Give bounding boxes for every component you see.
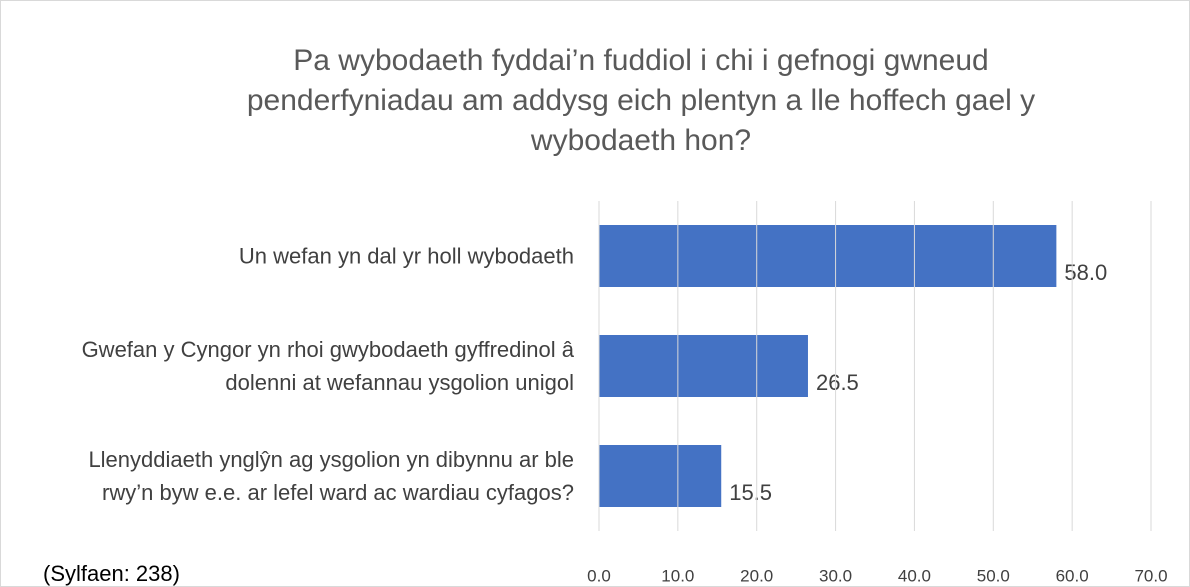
category-label: Llenyddiaeth ynglŷn ag ysgolion yn dibyn…	[88, 447, 574, 505]
bar	[599, 225, 1057, 287]
chart-title: Pa wybodaeth fyddai’n fuddiol i chi i ge…	[246, 44, 1036, 157]
x-tick-label: 20.0	[740, 566, 773, 585]
note: (Sylfaen: 238)	[43, 561, 180, 586]
bar	[599, 335, 808, 397]
category-label: Un wefan yn dal yr holl wybodaeth	[238, 243, 574, 269]
x-tick-label: 10.0	[661, 566, 694, 585]
x-tick-label: 50.0	[977, 566, 1010, 585]
x-tick-label: 40.0	[898, 566, 931, 585]
category-label: Gwefan y Cyngor yn rhoi gwybodaeth gyffr…	[81, 337, 574, 395]
x-tick-label: 0.0	[587, 566, 611, 585]
x-tick-label: 70.0	[1134, 566, 1167, 585]
data-label: 15.5	[729, 480, 772, 505]
data-label: 26.5	[816, 370, 859, 395]
bar	[599, 445, 722, 507]
data-label: 58.0	[1064, 260, 1107, 285]
x-tick-label: 60.0	[1056, 566, 1089, 585]
x-tick-label: 30.0	[819, 566, 852, 585]
